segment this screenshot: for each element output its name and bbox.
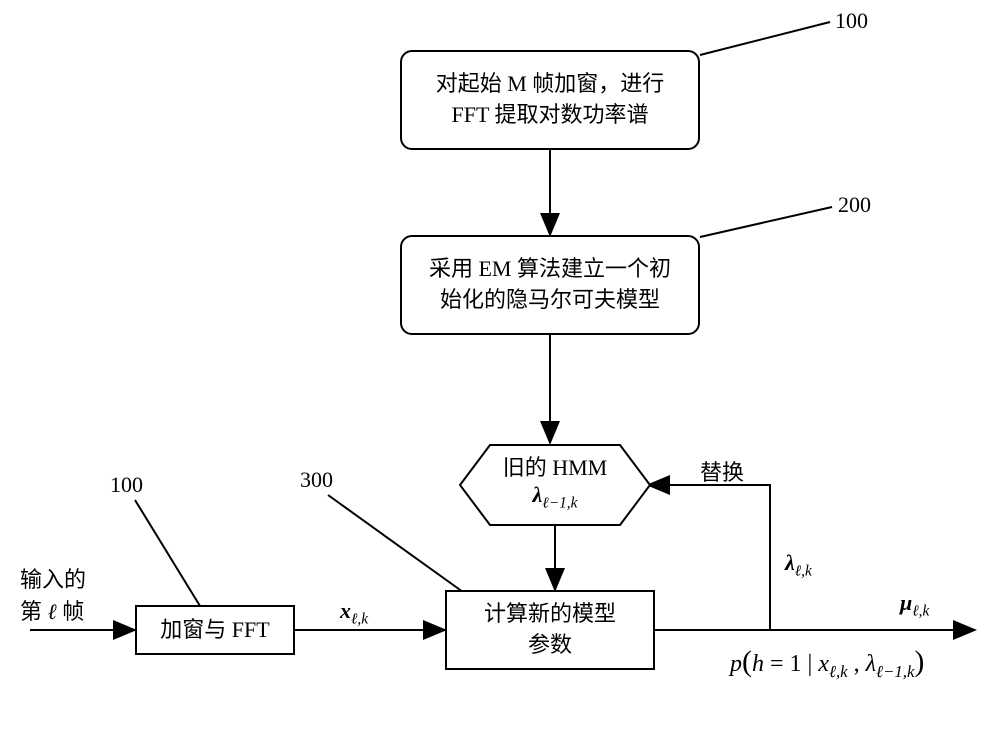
box100-line2: FFT 提取对数功率谱 bbox=[436, 100, 665, 131]
leader-200 bbox=[700, 207, 832, 237]
ref-100b: 100 bbox=[110, 472, 143, 498]
node-window-fft: 加窗与 FFT bbox=[135, 605, 295, 655]
label-input-frame: 输入的 第 ℓ 帧 bbox=[20, 562, 120, 626]
input-line1: 输入的 bbox=[20, 562, 120, 594]
calc-line2: 参数 bbox=[484, 630, 616, 661]
label-x-lk: xℓ,k bbox=[340, 598, 368, 628]
leader-100a bbox=[700, 22, 830, 55]
box100-line1: 对起始 M 帧加窗，进行 bbox=[436, 69, 665, 100]
hex-old-hmm-text: 旧的 HMM λℓ−1,k bbox=[460, 450, 650, 512]
leader-100b bbox=[135, 500, 200, 606]
ref-200: 200 bbox=[838, 192, 871, 218]
label-replace: 替换 bbox=[700, 455, 744, 487]
calc-line1: 计算新的模型 bbox=[484, 599, 616, 630]
box200-line1: 采用 EM 算法建立一个初 bbox=[429, 254, 671, 285]
node-box-100: 对起始 M 帧加窗，进行 FFT 提取对数功率谱 bbox=[400, 50, 700, 150]
leader-300 bbox=[328, 495, 463, 592]
ref-300: 300 bbox=[300, 467, 333, 493]
label-lambda-lk: λℓ,k bbox=[785, 550, 812, 580]
label-output-prob: p(h = 1 | xℓ,k , λℓ−1,k) bbox=[730, 645, 1000, 682]
box200-line2: 始化的隐马尔可夫模型 bbox=[429, 285, 671, 316]
hex-lambda: λℓ−1,k bbox=[460, 482, 650, 512]
edge-feedback bbox=[648, 485, 770, 630]
window-fft-text: 加窗与 FFT bbox=[160, 615, 269, 646]
node-box-200: 采用 EM 算法建立一个初 始化的隐马尔可夫模型 bbox=[400, 235, 700, 335]
input-line2: 第 ℓ 帧 bbox=[20, 594, 120, 626]
hex-line1: 旧的 HMM bbox=[460, 450, 650, 482]
label-mu-lk: μℓ,k bbox=[900, 590, 929, 620]
node-calc-params: 计算新的模型 参数 bbox=[445, 590, 655, 670]
ref-100a: 100 bbox=[835, 8, 868, 34]
